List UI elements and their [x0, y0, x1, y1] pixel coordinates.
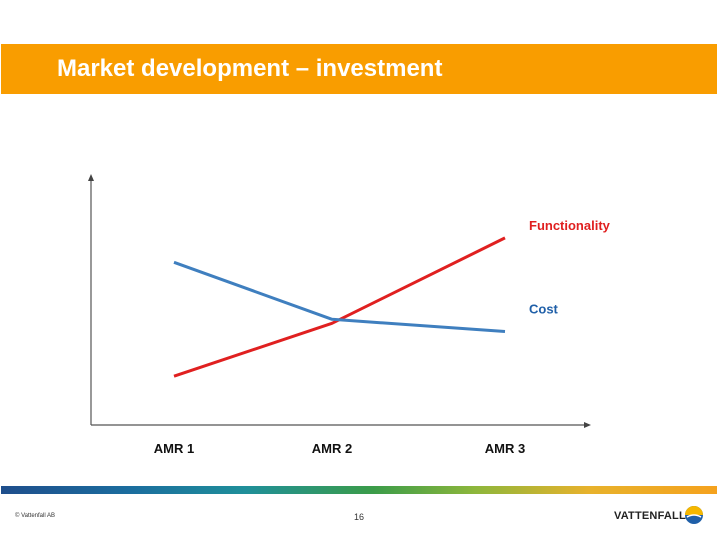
series-line-functionality — [173, 236, 506, 378]
series-label-functionality: Functionality — [529, 218, 611, 233]
series-line-cost — [173, 260, 506, 333]
x-tick-label: AMR 2 — [312, 441, 352, 456]
footer-gradient-bar — [1, 486, 717, 494]
x-tick-label: AMR 3 — [485, 441, 525, 456]
company-logo-text: VATTENFALL — [614, 510, 686, 522]
x-axis — [91, 422, 591, 428]
vattenfall-logo-icon — [685, 506, 703, 524]
copyright-text: © Vattenfall AB — [15, 513, 55, 519]
line-chart: AMR 1 AMR 2 AMR 3 Functionality Cost — [88, 174, 611, 456]
title-band — [1, 44, 717, 94]
x-tick-label: AMR 1 — [154, 441, 194, 456]
series-label-cost: Cost — [529, 302, 559, 317]
y-axis — [88, 174, 94, 425]
page-title: Market development – investment — [57, 55, 443, 82]
page-number: 16 — [354, 512, 365, 522]
